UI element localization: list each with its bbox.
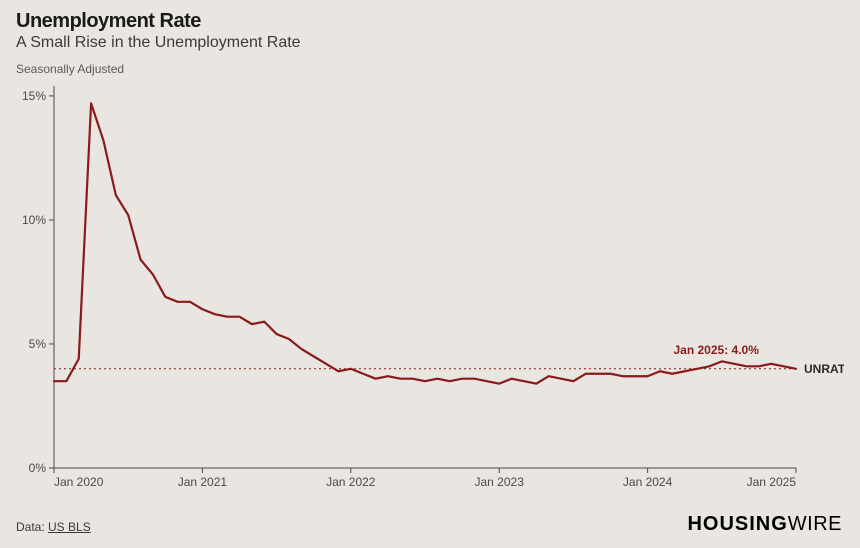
page-title: Unemployment Rate xyxy=(16,10,201,33)
x-tick-label: Jan 2020 xyxy=(54,475,104,489)
y-tick-label: 5% xyxy=(29,337,47,351)
x-tick-label: Jan 2023 xyxy=(475,475,525,489)
brand-logo: HOUSINGWIRE xyxy=(687,513,842,536)
y-tick-label: 10% xyxy=(22,213,46,227)
chart-container: 0% 5% 10% 15% Jan 2020 Jan 2021 Jan 2022 Jan 20… xyxy=(16,80,844,500)
page-subtitle: A Small Rise in the Unemployment Rate xyxy=(16,34,301,52)
callout-label: Jan 2025: 4.0% xyxy=(674,343,760,357)
x-tick-label: Jan 2025 xyxy=(747,475,797,489)
x-tick-label: Jan 2021 xyxy=(178,475,228,489)
x-tick-label: Jan 2024 xyxy=(623,475,673,489)
data-source-prefix: Data: xyxy=(16,520,48,534)
y-tick-label: 0% xyxy=(29,461,47,475)
series-tag: UNRATE xyxy=(804,362,844,376)
data-source-link[interactable]: US BLS xyxy=(48,520,91,534)
y-tick-label: 15% xyxy=(22,89,46,103)
unrate-series-line xyxy=(54,103,796,383)
x-tick-label: Jan 2022 xyxy=(326,475,376,489)
seasonal-note: Seasonally Adjusted xyxy=(16,62,124,76)
chart-page: Unemployment Rate A Small Rise in the Un… xyxy=(0,0,860,548)
brand-light: WIRE xyxy=(788,513,842,536)
unemployment-line-chart: 0% 5% 10% 15% Jan 2020 Jan 2021 Jan 2022 Jan 20… xyxy=(16,80,844,500)
brand-bold: HOUSING xyxy=(687,513,787,536)
data-source: Data: US BLS xyxy=(16,520,91,534)
